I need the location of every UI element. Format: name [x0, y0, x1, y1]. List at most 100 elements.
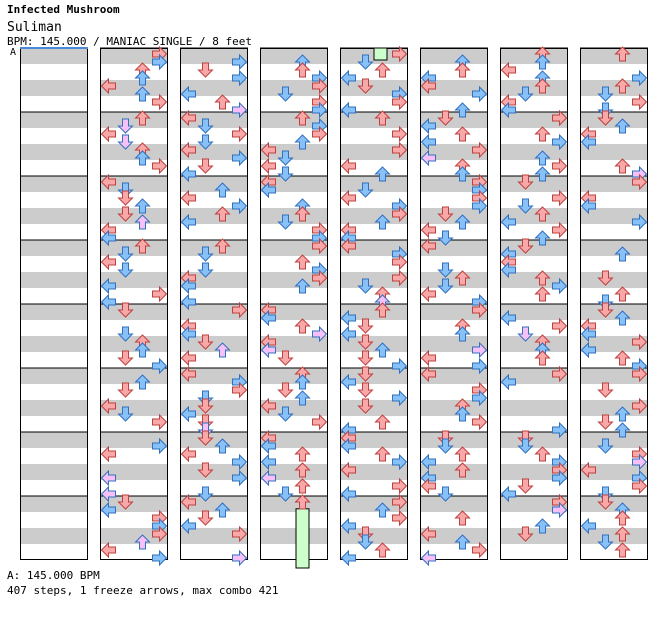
step-arrow-left: [180, 445, 196, 463]
step-arrow-up: [374, 414, 391, 430]
step-arrow-left: [100, 229, 116, 247]
step-arrow-up: [294, 374, 311, 390]
step-arrow-right: [552, 189, 568, 207]
step-arrow-up: [294, 494, 311, 510]
step-arrow-left: [100, 501, 116, 519]
step-arrow-right: [152, 285, 168, 303]
step-arrow-left: [100, 397, 116, 415]
step-arrow-right: [392, 253, 408, 271]
step-arrow-left: [420, 133, 436, 151]
step-arrow-right: [472, 413, 488, 431]
step-arrow-left: [260, 309, 276, 327]
step-arrow-right: [312, 269, 328, 287]
step-arrow-right: [472, 141, 488, 159]
step-arrow-down: [437, 438, 454, 454]
step-arrow-up: [614, 118, 631, 134]
step-arrow-left: [580, 197, 596, 215]
step-arrow-right: [632, 93, 648, 111]
bpm-legend: A: 145.000 BPM: [7, 569, 100, 582]
step-arrow-down: [117, 246, 134, 262]
step-arrow-up: [454, 462, 471, 478]
step-arrow-left: [580, 517, 596, 535]
step-arrow-up: [134, 214, 151, 230]
step-arrow-up: [374, 542, 391, 558]
step-arrow-right: [152, 525, 168, 543]
step-arrow-down: [117, 406, 134, 422]
step-arrow-right: [472, 197, 488, 215]
step-arrow-up: [614, 46, 631, 62]
step-arrow-right: [552, 221, 568, 239]
step-arrow-down: [357, 54, 374, 70]
bpm-marker: A: [10, 47, 17, 58]
step-arrow-right: [392, 357, 408, 375]
step-arrow-down: [597, 110, 614, 126]
step-arrow-right: [232, 149, 248, 167]
step-arrow-up: [294, 278, 311, 294]
step-arrow-up: [374, 502, 391, 518]
step-arrow-up: [294, 134, 311, 150]
step-arrow-right: [152, 437, 168, 455]
step-arrow-left: [100, 77, 116, 95]
step-arrow-down: [517, 526, 534, 542]
step-arrow-down: [117, 190, 134, 206]
step-arrow-left: [420, 453, 436, 471]
chart-column-3: [180, 47, 248, 560]
step-arrow-left: [180, 189, 196, 207]
step-arrow-right: [552, 157, 568, 175]
step-arrow-right: [392, 493, 408, 511]
step-arrow-right: [152, 357, 168, 375]
step-arrow-left: [100, 445, 116, 463]
step-arrow-left: [500, 309, 516, 327]
step-arrow-right: [152, 157, 168, 175]
step-arrow-left: [580, 325, 596, 343]
step-arrow-left: [180, 349, 196, 367]
step-arrow-down: [277, 382, 294, 398]
step-arrow-down: [197, 118, 214, 134]
step-arrow-up: [214, 502, 231, 518]
step-arrow-left: [180, 517, 196, 535]
step-arrow-down: [357, 78, 374, 94]
step-arrow-up: [214, 206, 231, 222]
step-arrow-down: [277, 86, 294, 102]
step-arrow-left: [180, 293, 196, 311]
step-arrow-up: [214, 182, 231, 198]
step-arrow-left: [260, 141, 276, 159]
step-arrow-right: [632, 69, 648, 87]
step-arrow-down: [197, 62, 214, 78]
step-arrow-up: [374, 110, 391, 126]
step-arrow-up: [614, 286, 631, 302]
step-arrow-up: [614, 422, 631, 438]
song-title: Suliman: [7, 20, 62, 35]
step-arrow-up: [454, 270, 471, 286]
step-arrow-up: [614, 510, 631, 526]
step-arrow-right: [392, 125, 408, 143]
step-arrow-left: [180, 325, 196, 343]
step-arrow-down: [357, 334, 374, 350]
step-arrow-left: [420, 117, 436, 135]
step-arrow-left: [340, 373, 356, 391]
step-arrow-right: [232, 453, 248, 471]
step-arrow-down: [197, 462, 214, 478]
step-arrow-down: [277, 150, 294, 166]
freeze-arrow-tail: [373, 47, 388, 61]
step-arrow-up: [294, 390, 311, 406]
step-arrow-right: [632, 477, 648, 495]
step-arrow-right: [632, 333, 648, 351]
step-arrow-down: [357, 318, 374, 334]
step-arrow-left: [180, 405, 196, 423]
step-arrow-left: [580, 341, 596, 359]
step-arrow-right: [312, 325, 328, 343]
step-arrow-down: [277, 486, 294, 502]
step-arrow-left: [340, 485, 356, 503]
step-arrow-right: [312, 77, 328, 95]
step-arrow-left: [100, 541, 116, 559]
step-arrow-left: [180, 213, 196, 231]
step-arrow-left: [260, 341, 276, 359]
step-arrow-up: [294, 446, 311, 462]
step-arrow-up: [534, 446, 551, 462]
step-arrow-left: [420, 149, 436, 167]
step-arrow-left: [580, 133, 596, 151]
step-arrow-left: [340, 325, 356, 343]
step-arrow-right: [632, 365, 648, 383]
step-arrow-up: [534, 206, 551, 222]
